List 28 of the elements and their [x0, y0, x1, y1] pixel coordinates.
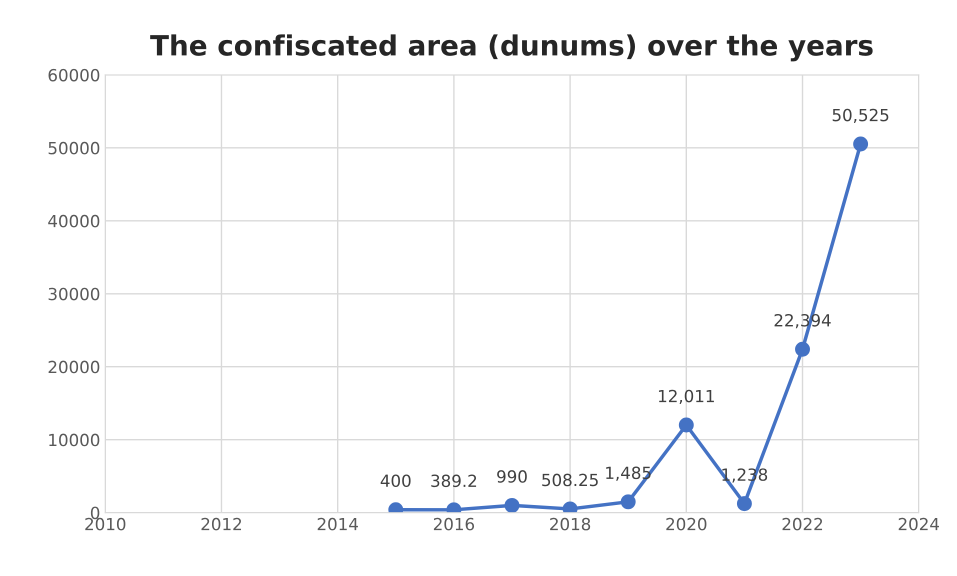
x-tick-label: 2012: [201, 518, 242, 530]
point: [504, 498, 520, 513]
y-tick-label: 40000: [48, 214, 100, 228]
y-tick-label: 50000: [48, 142, 100, 154]
data-label: 508.25: [542, 474, 598, 486]
point: [795, 342, 810, 357]
x-tick-label: 2014: [318, 518, 358, 530]
y-tick-label: 30000: [48, 288, 100, 300]
x-tick-label: 2010: [85, 518, 126, 530]
data-label: 400: [380, 474, 411, 488]
data-label: 50,525: [832, 108, 888, 124]
y-tick-label: 10000: [49, 434, 100, 446]
point: [853, 136, 868, 152]
chart-title: The confiscated area (dunums) over the years: [150, 34, 873, 62]
y-tick-label: 60000: [48, 68, 100, 82]
data-label: 990: [497, 470, 527, 483]
x-tick-label: 2022: [782, 518, 822, 530]
point: [620, 494, 636, 510]
x-tick-label: 2024: [898, 518, 939, 530]
point: [736, 496, 752, 512]
y-tick-label: 20000: [48, 360, 100, 374]
point: [678, 418, 694, 432]
x-tick-label: 2020: [666, 518, 706, 530]
x-tick-label: 2016: [434, 518, 474, 530]
data-label: 389.2: [431, 474, 476, 488]
x-tick-label: 2018: [550, 518, 590, 530]
y-tick-label: 0: [90, 506, 100, 520]
data-label: 12,011: [658, 390, 714, 404]
